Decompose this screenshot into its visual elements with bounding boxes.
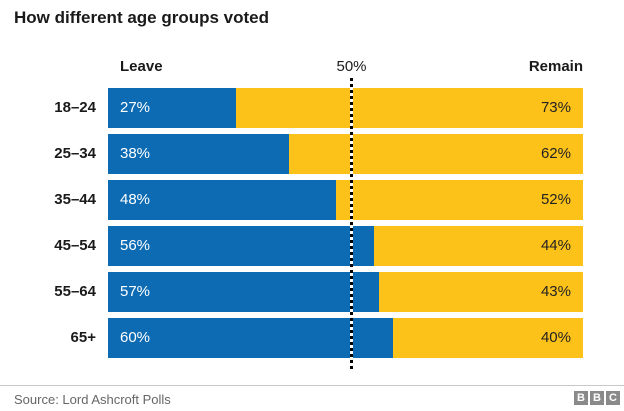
source-credit: Source: Lord Ashcroft Polls bbox=[14, 392, 171, 407]
bar-row: 18–24 27% 73% bbox=[0, 88, 583, 128]
leave-percentage-label: 38% bbox=[120, 145, 151, 162]
leave-percentage-label: 60% bbox=[120, 329, 151, 346]
remain-bar: 60% 40% bbox=[108, 318, 583, 358]
age-group-label: 45–54 bbox=[54, 237, 96, 254]
fifty-percent-label: 50% bbox=[336, 58, 367, 75]
footer-divider bbox=[0, 385, 624, 386]
remain-column-header: Remain bbox=[528, 58, 583, 75]
leave-column-header: Leave bbox=[120, 58, 163, 75]
bar-row: 45–54 56% 44% bbox=[0, 226, 583, 266]
leave-bar bbox=[108, 180, 336, 220]
bbc-logo-letter: C bbox=[606, 391, 620, 405]
remain-percentage-label: 52% bbox=[540, 191, 571, 208]
leave-bar bbox=[108, 272, 379, 312]
age-group-label: 65+ bbox=[70, 329, 96, 346]
remain-percentage-label: 40% bbox=[540, 329, 571, 346]
leave-bar bbox=[108, 134, 289, 174]
leave-percentage-label: 56% bbox=[120, 237, 151, 254]
remain-bar: 38% 62% bbox=[108, 134, 583, 174]
fifty-percent-dotted-line bbox=[350, 78, 353, 372]
leave-percentage-label: 57% bbox=[120, 283, 151, 300]
bar-row: 55–64 57% 43% bbox=[0, 272, 583, 312]
leave-bar bbox=[108, 226, 374, 266]
age-group-label: 55–64 bbox=[54, 283, 96, 300]
bar-row: 65+ 60% 40% bbox=[0, 318, 583, 358]
chart-title: How different age groups voted bbox=[14, 8, 270, 27]
bar-row: 35–44 48% 52% bbox=[0, 180, 583, 220]
age-group-label: 35–44 bbox=[54, 191, 96, 208]
remain-bar: 57% 43% bbox=[108, 272, 583, 312]
bbc-logo-letter: B bbox=[574, 391, 588, 405]
remain-percentage-label: 44% bbox=[540, 237, 571, 254]
leave-percentage-label: 27% bbox=[120, 99, 151, 116]
age-group-label: 18–24 bbox=[54, 99, 96, 116]
bbc-logo: B B C bbox=[574, 391, 620, 405]
column-headers: Leave 50% Remain bbox=[120, 58, 583, 76]
remain-percentage-label: 43% bbox=[540, 283, 571, 300]
leave-bar bbox=[108, 318, 393, 358]
chart-rows: 18–24 27% 73% 25–34 38% 62% 35–44 48% 52… bbox=[0, 88, 583, 358]
remain-percentage-label: 73% bbox=[540, 99, 571, 116]
leave-percentage-label: 48% bbox=[120, 191, 151, 208]
bbc-logo-letter: B bbox=[590, 391, 604, 405]
leave-bar bbox=[108, 88, 237, 128]
remain-bar: 48% 52% bbox=[108, 180, 583, 220]
bar-row: 25–34 38% 62% bbox=[0, 134, 583, 174]
remain-bar: 56% 44% bbox=[108, 226, 583, 266]
remain-bar: 27% 73% bbox=[108, 88, 583, 128]
age-group-label: 25–34 bbox=[54, 145, 96, 162]
remain-percentage-label: 62% bbox=[540, 145, 571, 162]
